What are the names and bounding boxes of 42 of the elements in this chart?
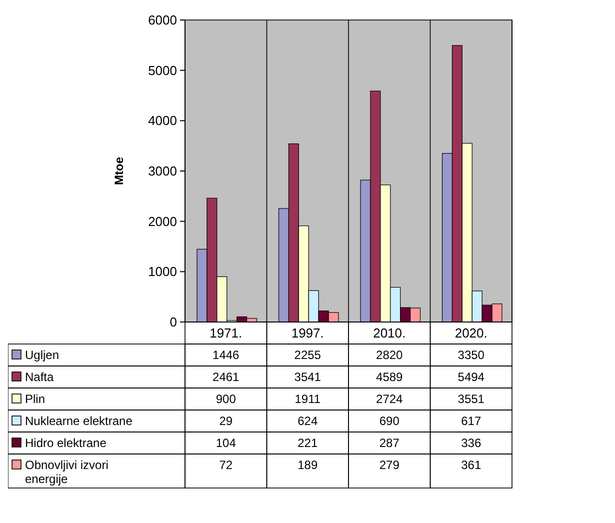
data-label: 2461 (212, 370, 240, 384)
data-label: 2820 (376, 348, 404, 362)
data-label: 2724 (376, 392, 404, 406)
y-tick-label: 5000 (148, 62, 177, 78)
legend-label: Nuklearne elektrane (25, 414, 133, 428)
legend-label: Nafta (25, 370, 54, 384)
data-label: 900 (216, 392, 236, 406)
data-label: 72 (219, 458, 233, 472)
x-tick-label: 2010. (373, 326, 406, 341)
data-label: 104 (216, 436, 236, 450)
data-label: 221 (298, 436, 318, 450)
legend-label: Plin (25, 392, 46, 406)
data-label: 2255 (294, 348, 322, 362)
y-axis-title: Mtoe (112, 156, 126, 185)
data-label: 361 (461, 458, 482, 472)
data-label: 189 (298, 458, 318, 472)
y-tick-label: 6000 (148, 12, 177, 28)
legend-label: Ugljen (25, 348, 60, 362)
y-tick-label: 0 (170, 314, 177, 330)
y-tick-label: 3000 (148, 164, 177, 179)
data-label: 4589 (376, 370, 404, 384)
x-tick-label: 2020. (454, 326, 488, 341)
y-tick-label: 1000 (148, 264, 177, 280)
legend-label: Obnovljivi izvori energije (25, 458, 108, 486)
y-tick-label: 2000 (148, 214, 177, 229)
data-label: 5494 (458, 370, 485, 384)
data-label: 690 (379, 414, 400, 428)
data-label: 617 (461, 414, 482, 428)
data-label: 29 (219, 414, 233, 428)
y-tick-label: 4000 (148, 113, 177, 128)
data-label: 287 (379, 436, 400, 450)
data-label: 624 (298, 414, 318, 428)
data-label: 279 (379, 458, 400, 472)
data-label: 1911 (294, 392, 321, 406)
data-label: 3551 (458, 392, 485, 406)
x-tick-label: 1997. (291, 326, 324, 341)
x-tick-label: 1971. (210, 326, 242, 341)
data-label: 336 (461, 436, 482, 450)
data-label: 3541 (294, 370, 322, 384)
data-label: 1446 (212, 348, 240, 362)
legend-label: Hidro elektrane (25, 436, 107, 450)
data-label: 3350 (458, 348, 485, 362)
